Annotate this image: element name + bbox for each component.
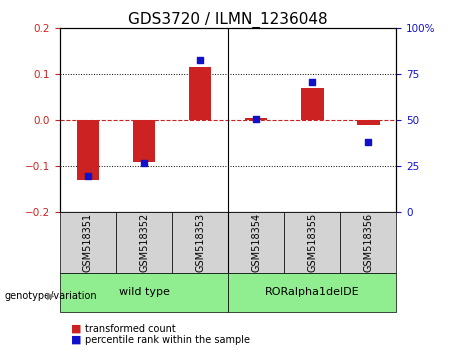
Text: ■: ■ — [71, 335, 82, 345]
Text: ▶: ▶ — [47, 291, 54, 301]
Point — [84, 173, 92, 178]
Text: GSM518352: GSM518352 — [139, 213, 149, 272]
Text: wild type: wild type — [118, 287, 170, 297]
Bar — [60, 212, 116, 273]
Bar — [340, 212, 396, 273]
Text: genotype/variation: genotype/variation — [5, 291, 97, 301]
Bar — [133, 120, 155, 162]
Point — [365, 139, 372, 145]
Text: transformed count: transformed count — [85, 324, 176, 333]
Bar — [245, 118, 267, 120]
Bar — [301, 88, 324, 120]
Bar — [189, 67, 211, 120]
Bar — [284, 212, 340, 273]
Text: percentile rank within the sample: percentile rank within the sample — [85, 335, 250, 345]
Text: GSM518353: GSM518353 — [195, 213, 205, 272]
Point — [140, 160, 148, 166]
Bar — [357, 120, 379, 125]
Bar — [172, 212, 228, 273]
Bar — [77, 120, 99, 180]
Bar — [228, 212, 284, 273]
Text: ■: ■ — [71, 324, 82, 333]
Bar — [228, 273, 396, 312]
Bar — [60, 273, 228, 312]
Title: GDS3720 / ILMN_1236048: GDS3720 / ILMN_1236048 — [128, 12, 328, 28]
Text: RORalpha1delDE: RORalpha1delDE — [265, 287, 360, 297]
Text: GSM518355: GSM518355 — [307, 213, 317, 272]
Text: GSM518356: GSM518356 — [363, 213, 373, 272]
Text: GSM518351: GSM518351 — [83, 213, 93, 272]
Text: GSM518354: GSM518354 — [251, 213, 261, 272]
Point — [196, 57, 204, 62]
Point — [309, 79, 316, 85]
Point — [253, 116, 260, 121]
Bar — [116, 212, 172, 273]
